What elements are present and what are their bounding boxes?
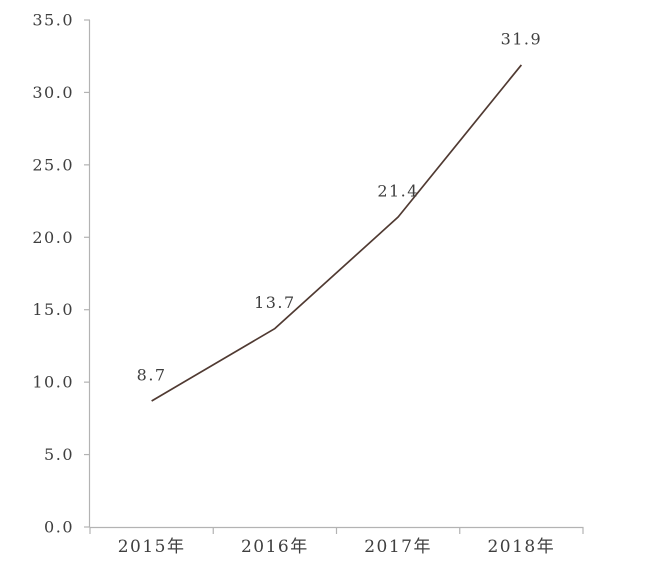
x-tick-label: 2016年: [241, 537, 309, 557]
x-tick-label: 2015年: [118, 537, 186, 557]
x-tick-label: 2017年: [364, 537, 432, 557]
data-label: 21.4: [377, 182, 419, 201]
y-tick-label: 20.0: [32, 228, 74, 247]
y-tick-label: 0.0: [44, 518, 74, 537]
y-tick-label: 10.0: [32, 373, 74, 392]
x-tick-label: 2018年: [487, 537, 555, 557]
y-tick-label: 30.0: [32, 83, 74, 102]
y-tick-label: 35.0: [32, 11, 74, 30]
data-label: 8.7: [137, 365, 167, 384]
y-tick-label: 15.0: [32, 300, 74, 319]
y-tick-label: 25.0: [32, 155, 74, 174]
data-label: 31.9: [501, 29, 543, 48]
data-label: 13.7: [254, 293, 296, 312]
series-line: [151, 64, 523, 402]
y-tick-label: 5.0: [44, 445, 74, 464]
